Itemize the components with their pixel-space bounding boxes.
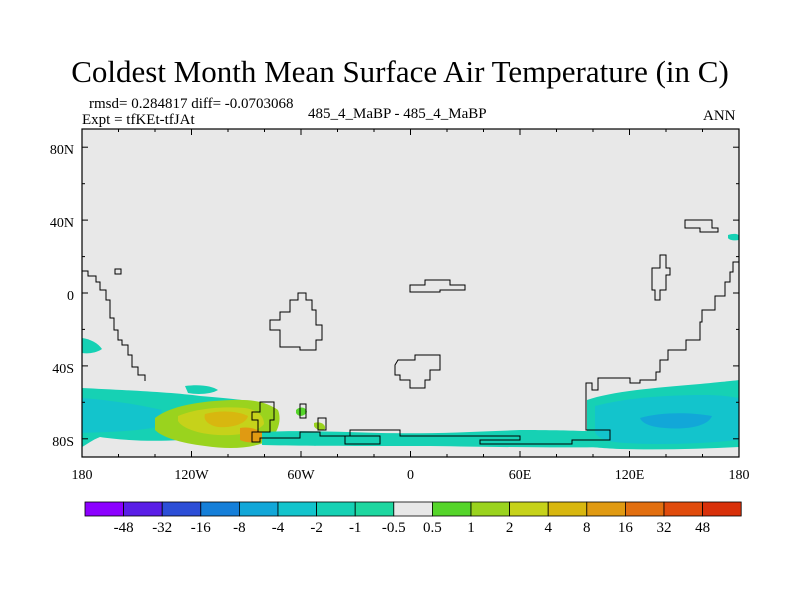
coastline-equatorial-landmass: [409, 279, 466, 293]
x-tick-label: 60E: [509, 468, 532, 483]
anomaly-patch-north-pacific-edge: [728, 233, 739, 241]
anomaly-fields: [82, 233, 739, 450]
x-tick-label: 120W: [174, 468, 209, 483]
anomaly-patch-indian-south-deep: [640, 413, 712, 429]
anomaly-band-antarctic-coast: [262, 430, 610, 448]
colorbar-swatch: [547, 501, 588, 517]
coastline-island-a: [114, 268, 122, 275]
experiment-label: Expt = tfKEt-tfJAt: [82, 112, 195, 128]
chart-title: Coldest Month Mean Surface Air Temperatu…: [71, 54, 729, 89]
colorbar-swatch: [316, 501, 356, 517]
x-tick-label: 0: [407, 468, 414, 483]
colorbar-swatch: [354, 501, 395, 517]
x-tick-label: 180: [72, 468, 93, 483]
colorbar-label: 0.5: [423, 520, 442, 536]
colorbar-label: 2: [506, 520, 514, 536]
coastline-peninsula-island-a: [299, 403, 307, 419]
colorbar-label: 48: [695, 520, 710, 536]
anomaly-patch-pacific-south-core: [82, 398, 162, 433]
colorbar-label: 16: [618, 520, 634, 536]
colorbar-swatch: [393, 501, 433, 517]
colorbar-label: 4: [544, 520, 552, 536]
colorbar-label: 8: [583, 520, 591, 536]
colorbar-label: -0.5: [382, 520, 406, 536]
colorbar-swatch: [200, 501, 240, 517]
colorbar-swatch: [431, 501, 472, 517]
y-tick-label: 40N: [50, 216, 74, 231]
anomaly-patch-south-pacific-small: [185, 385, 218, 394]
colorbar-label: -32: [152, 520, 172, 536]
x-tick-labels: 180 120W 60W 0 60E 120E 180: [72, 468, 750, 483]
colorbar-swatch: [586, 501, 626, 517]
colorbar-label: -4: [272, 520, 285, 536]
coastline-antarctic-peninsula-shelf: [344, 435, 381, 445]
colorbar-label: -48: [114, 520, 134, 536]
axis-ticks: [81, 129, 740, 457]
colorbar-label: 32: [657, 520, 672, 536]
season-label: ANN: [703, 108, 736, 124]
colorbar-label: -8: [233, 520, 246, 536]
warm-patch-small-b: [314, 422, 326, 430]
coastline-africa-south: [394, 354, 441, 389]
colorbar-swatch: [123, 501, 163, 517]
coastline-antarctica: [251, 261, 739, 445]
y-tick-label: 0: [67, 289, 74, 304]
coastline-north-pacific-island: [684, 219, 719, 233]
colorbar-swatch: [277, 501, 317, 517]
coastline-peninsula-island-b: [317, 417, 327, 431]
y-tick-label: 80S: [52, 435, 74, 450]
colorbar-swatch: [238, 501, 279, 517]
colorbar-label: -2: [310, 520, 323, 536]
colorbar-swatch: [161, 501, 202, 517]
anomaly-patch-west-pacific: [82, 338, 102, 354]
rmsd-diff-label: rmsd= 0.284817 diff= -0.0703068: [89, 96, 294, 112]
x-tick-label: 120E: [615, 468, 645, 483]
colorbar-swatch: [702, 501, 742, 517]
colorbar-label: -1: [349, 520, 362, 536]
y-tick-label: 40S: [52, 362, 74, 377]
colorbar-swatch: [509, 501, 549, 517]
coastline-north-america-west: [82, 270, 146, 381]
x-tick-label: 180: [729, 468, 750, 483]
colorbar-swatch: [84, 501, 124, 517]
colorbar-labels: -48 -32 -16 -8 -4 -2 -1 -0.5 0.5 1 2 4 8…: [114, 520, 710, 536]
colorbar: [84, 501, 742, 517]
coastline-north-pacific-island-b: [651, 254, 671, 301]
colorbar-swatch: [663, 501, 703, 517]
coastline-south-america: [269, 292, 323, 351]
coastlines: [82, 219, 739, 445]
y-tick-label: 80N: [50, 143, 74, 158]
colorbar-label: -16: [191, 520, 211, 536]
colorbar-label: 1: [467, 520, 475, 536]
colorbar-swatch: [625, 501, 665, 517]
y-tick-labels: 80N 40N 0 40S 80S: [50, 143, 74, 450]
x-tick-label: 60W: [287, 468, 315, 483]
warm-patch-core: [204, 411, 248, 428]
period-label: 485_4_MaBP - 485_4_MaBP: [308, 106, 487, 122]
warm-patch-small-a: [296, 407, 307, 416]
colorbar-swatch: [470, 501, 510, 517]
